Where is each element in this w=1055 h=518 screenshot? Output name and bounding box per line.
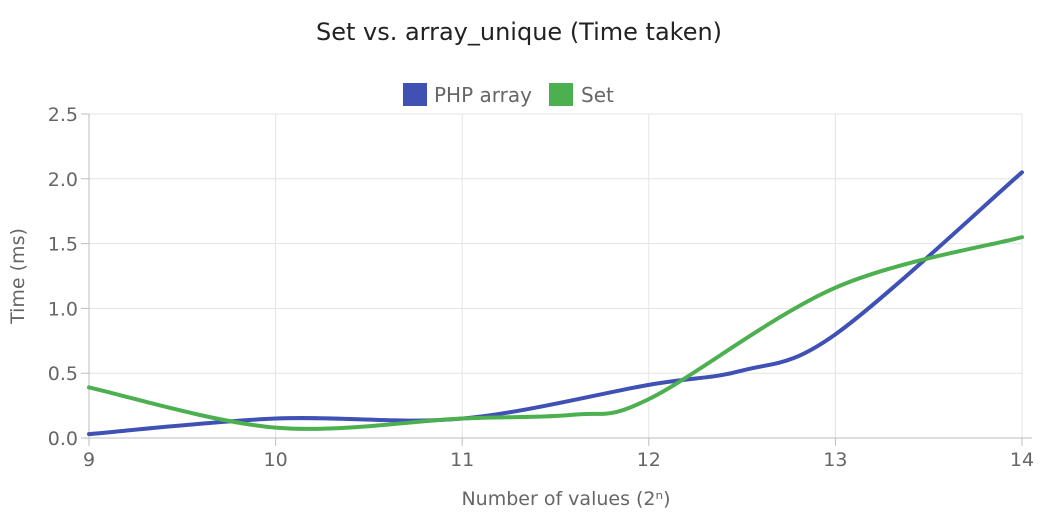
series-line-set[interactable] xyxy=(87,235,1024,431)
y-axis-label: Time (ms) xyxy=(7,228,29,325)
x-tick-label: 14 xyxy=(1010,449,1034,471)
data-point-set[interactable] xyxy=(459,416,465,422)
y-tick-label: 1.0 xyxy=(48,298,78,320)
series-line-php-array[interactable] xyxy=(87,170,1024,437)
data-point-php-array[interactable] xyxy=(739,368,745,374)
data-point-set[interactable] xyxy=(1019,234,1025,240)
data-point-set[interactable] xyxy=(273,425,279,431)
data-point-php-array[interactable] xyxy=(86,431,92,437)
data-point-php-array[interactable] xyxy=(832,331,838,337)
series xyxy=(86,169,1025,437)
legend-item-php-array[interactable]: PHP array xyxy=(403,83,532,107)
y-tick-label: 0.0 xyxy=(48,428,78,450)
x-tick-label: 11 xyxy=(450,449,474,471)
chart-title: Set vs. array_unique (Time taken) xyxy=(316,18,722,46)
legend-swatch-set xyxy=(549,83,573,106)
y-tick-label: 1.5 xyxy=(48,234,78,256)
data-point-php-array[interactable] xyxy=(1019,169,1025,175)
y-tick-label: 0.5 xyxy=(48,363,78,385)
x-tick-label: 12 xyxy=(637,449,661,471)
data-point-set[interactable] xyxy=(86,384,92,390)
y-tick-label: 2.5 xyxy=(48,104,78,126)
axes xyxy=(88,114,1032,439)
legend: PHP array Set xyxy=(403,83,614,107)
grid xyxy=(89,113,1023,438)
legend-swatch-php-array xyxy=(403,83,427,106)
data-point-php-array[interactable] xyxy=(646,382,652,388)
x-axis-label: Number of values (2ⁿ) xyxy=(461,488,670,510)
y-tick-label: 2.0 xyxy=(48,169,78,191)
data-point-set[interactable] xyxy=(571,412,577,418)
data-point-set[interactable] xyxy=(832,285,838,291)
y-axis-ticks: 0.0 0.5 1.0 1.5 2.0 2.5 xyxy=(48,104,89,450)
x-tick-label: 13 xyxy=(823,449,847,471)
x-axis-ticks: 9 10 11 12 13 14 xyxy=(83,438,1034,471)
x-tick-label: 9 xyxy=(83,449,95,471)
data-point-set[interactable] xyxy=(646,396,652,402)
legend-item-set[interactable]: Set xyxy=(549,83,614,107)
legend-label-php-array: PHP array xyxy=(434,83,532,107)
data-point-php-array[interactable] xyxy=(273,416,279,422)
x-tick-label: 10 xyxy=(264,449,288,471)
legend-label-set: Set xyxy=(581,83,614,107)
